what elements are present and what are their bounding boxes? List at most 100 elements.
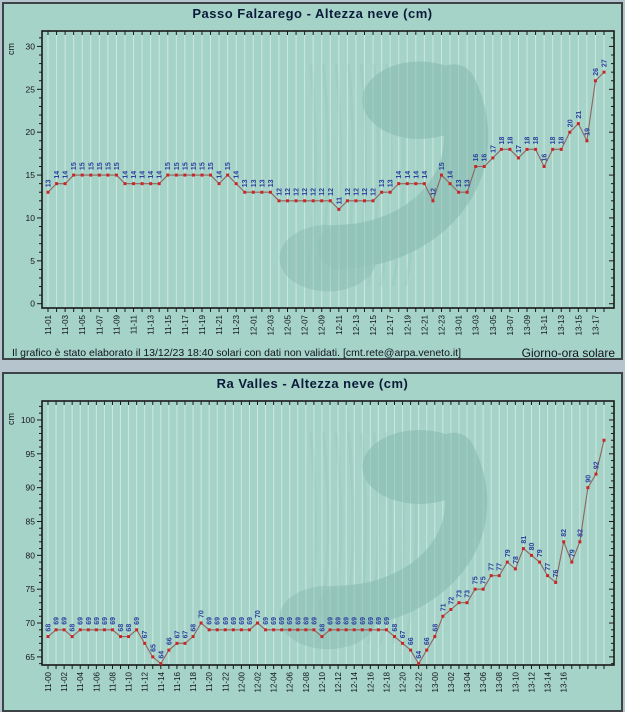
svg-text:12: 12 — [430, 188, 437, 196]
x-tick-label: 11-08 — [108, 671, 117, 691]
chart-panel-ra-valles: Ra Valles - Altezza neve (cm) 65 70 75 80 85… — [2, 372, 623, 712]
svg-text:69: 69 — [231, 617, 238, 625]
svg-text:73: 73 — [456, 590, 463, 598]
svg-text:13: 13 — [46, 179, 53, 187]
x-tick-label: 11-04 — [76, 671, 85, 691]
x-tick-label: 11-21 — [215, 314, 224, 334]
svg-text:15: 15 — [191, 162, 198, 170]
series-points — [46, 70, 606, 211]
x-tick-label: 12-01 — [249, 314, 258, 335]
x-tick-label: 13-02 — [447, 671, 456, 692]
chart-title-passo-falzarego: Passo Falzarego - Altezza neve (cm) — [192, 6, 433, 21]
svg-text:69: 69 — [110, 617, 117, 625]
x-tick-label: 12-13 — [352, 314, 361, 335]
svg-text:79: 79 — [505, 549, 512, 557]
svg-text:14: 14 — [148, 171, 155, 179]
x-tick-label: 12-14 — [350, 671, 359, 692]
svg-text:13: 13 — [242, 179, 249, 187]
x-tick-label: 12-07 — [301, 314, 310, 335]
x-tick-label: 11-23 — [232, 314, 241, 334]
gridlines — [47, 32, 605, 307]
svg-text:67: 67 — [182, 630, 189, 638]
svg-text:14: 14 — [413, 171, 420, 179]
svg-text:13: 13 — [251, 179, 258, 187]
svg-text:82: 82 — [577, 529, 584, 537]
x-tick-label: 12-04 — [270, 671, 279, 692]
svg-text:66: 66 — [424, 637, 431, 645]
svg-text:79: 79 — [537, 549, 544, 557]
svg-text:69: 69 — [311, 617, 318, 625]
svg-text:69: 69 — [328, 617, 335, 625]
svg-text:15: 15 — [174, 162, 181, 170]
svg-text:12: 12 — [319, 188, 326, 196]
svg-text:18: 18 — [533, 136, 540, 144]
svg-text:82: 82 — [561, 529, 568, 537]
x-axis-caption: Giorno-ora solare — [521, 346, 615, 360]
svg-text:68: 68 — [432, 624, 439, 632]
x-tick-label: 12-12 — [334, 671, 343, 692]
y-tick-label: 100 — [21, 415, 35, 425]
x-tick-label: 13-00 — [431, 671, 440, 692]
x-tick-label: 13-11 — [540, 314, 549, 334]
svg-text:69: 69 — [344, 617, 351, 625]
svg-text:21: 21 — [576, 111, 583, 119]
svg-text:15: 15 — [225, 162, 232, 170]
x-tick-label: 11-22 — [221, 671, 230, 691]
svg-text:69: 69 — [271, 617, 278, 625]
y-tick-label: 95 — [26, 449, 36, 459]
svg-text:81: 81 — [521, 536, 528, 544]
y-tick-label: 30 — [26, 41, 36, 51]
svg-text:68: 68 — [70, 624, 77, 632]
svg-text:13: 13 — [379, 179, 386, 187]
svg-text:27: 27 — [602, 59, 609, 67]
svg-text:69: 69 — [295, 617, 302, 625]
svg-text:12: 12 — [353, 188, 360, 196]
x-axis: 11-00 11-02 11-04 11-06 11-08 11-10 11-12 11-14… — [44, 401, 605, 692]
svg-text:13: 13 — [456, 179, 463, 187]
svg-text:16: 16 — [542, 154, 549, 162]
svg-text:64: 64 — [158, 651, 165, 659]
svg-text:14: 14 — [448, 171, 455, 179]
x-tick-label: 13-10 — [511, 671, 520, 692]
svg-text:11: 11 — [336, 197, 343, 205]
svg-text:68: 68 — [126, 624, 133, 632]
svg-text:15: 15 — [208, 162, 215, 170]
y-tick-label: 15 — [26, 170, 36, 180]
svg-text:18: 18 — [550, 136, 557, 144]
x-tick-label: 11-00 — [44, 671, 53, 691]
x-tick-label: 11-11 — [130, 314, 139, 334]
svg-text:15: 15 — [97, 162, 104, 170]
x-tick-label: 12-19 — [403, 314, 412, 335]
svg-text:12: 12 — [311, 188, 318, 196]
svg-text:18: 18 — [507, 136, 514, 144]
svg-text:13: 13 — [388, 179, 395, 187]
svg-text:73: 73 — [465, 590, 472, 598]
x-tick-label: 12-18 — [382, 671, 391, 692]
svg-text:14: 14 — [63, 171, 70, 179]
svg-text:65: 65 — [150, 644, 157, 652]
x-tick-label: 13-14 — [544, 671, 553, 692]
svg-text:79: 79 — [569, 549, 576, 557]
svg-text:13: 13 — [259, 179, 266, 187]
y-axis-unit-label: cm — [6, 43, 16, 55]
svg-text:69: 69 — [287, 617, 294, 625]
x-tick-label: 11-19 — [198, 314, 207, 334]
svg-text:69: 69 — [279, 617, 286, 625]
svg-text:14: 14 — [234, 171, 241, 179]
x-tick-label: 12-05 — [284, 314, 293, 335]
x-tick-label: 11-07 — [95, 314, 104, 334]
x-tick-label: 11-05 — [78, 314, 87, 334]
x-tick-label: 13-08 — [495, 671, 504, 692]
series-line — [47, 440, 605, 665]
svg-text:15: 15 — [199, 162, 206, 170]
svg-text:67: 67 — [174, 630, 181, 638]
y-tick-label: 75 — [26, 584, 36, 594]
svg-text:68: 68 — [392, 624, 399, 632]
gridlines — [47, 402, 605, 664]
x-tick-label: 11-06 — [92, 671, 101, 691]
y-axis: 65 70 75 80 85 90 95 100 — [21, 405, 614, 665]
x-tick-label: 11-16 — [173, 671, 182, 691]
x-tick-label: 11-09 — [112, 314, 121, 334]
svg-text:15: 15 — [439, 162, 446, 170]
y-tick-label: 70 — [26, 618, 36, 628]
